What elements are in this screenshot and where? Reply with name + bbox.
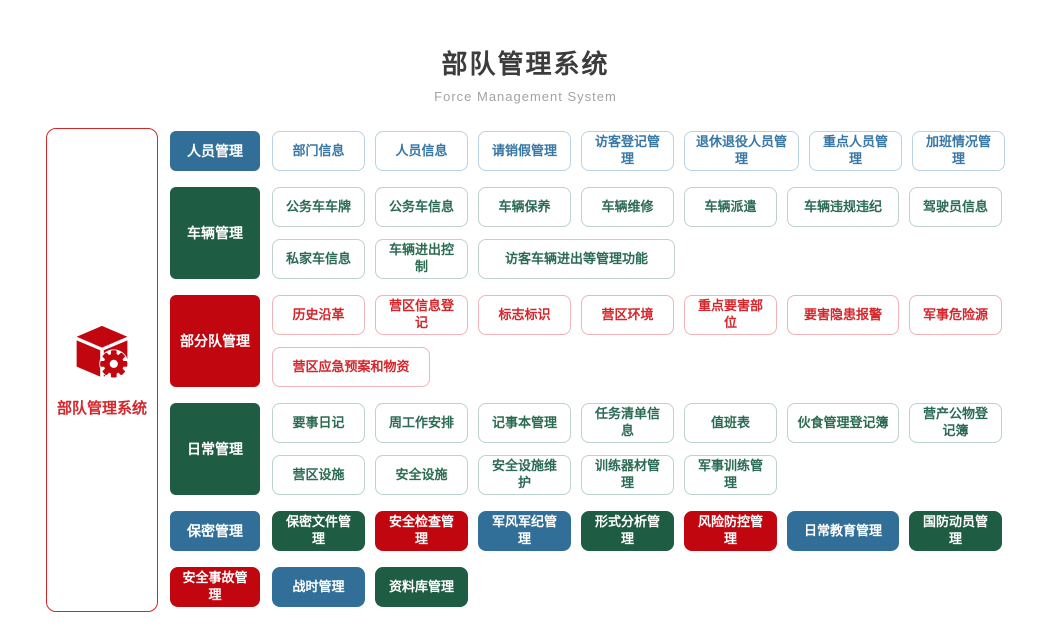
- category-personnel[interactable]: 人员管理: [170, 131, 260, 171]
- row-personnel: 人员管理 部门信息 人员信息 请销假管理 访客登记管理 退休退役人员管理 重点人…: [170, 131, 1005, 171]
- item-daily-8[interactable]: 安全设施: [375, 455, 468, 495]
- header: 部队管理系统 Force Management System: [0, 0, 1051, 104]
- item-unit-3[interactable]: 营区环境: [581, 295, 674, 335]
- item-unit-6[interactable]: 军事危险源: [909, 295, 1002, 335]
- item-vehicle-6[interactable]: 驾驶员信息: [909, 187, 1002, 227]
- item-personnel-1[interactable]: 人员信息: [375, 131, 468, 171]
- item-secrecy-4[interactable]: 风险防控管理: [684, 511, 777, 551]
- category-vehicle[interactable]: 车辆管理: [170, 187, 260, 279]
- item-secrecy-0[interactable]: 保密文件管理: [272, 511, 365, 551]
- category-unit[interactable]: 部分队管理: [170, 295, 260, 387]
- item-personnel-2[interactable]: 请销假管理: [478, 131, 571, 171]
- item-secrecy-6[interactable]: 国防动员管理: [909, 511, 1002, 551]
- category-daily[interactable]: 日常管理: [170, 403, 260, 495]
- item-unit-4[interactable]: 重点要害部位: [684, 295, 777, 335]
- item-vehicle-7[interactable]: 私家车信息: [272, 239, 365, 279]
- item-secrecy-1[interactable]: 安全检查管理: [375, 511, 468, 551]
- cube-gear-icon: [70, 323, 134, 383]
- item-misc-1[interactable]: 战时管理: [272, 567, 365, 607]
- diagram-body: 部队管理系统 人员管理 部门信息 人员信息 请销假管理 访客登记管理 退休退役人…: [46, 128, 1005, 623]
- row-misc: 安全事故管理 战时管理 资料库管理: [170, 567, 1005, 607]
- item-secrecy-2[interactable]: 军风军纪管理: [478, 511, 571, 551]
- item-daily-5[interactable]: 伙食管理登记簿: [787, 403, 899, 443]
- item-personnel-0[interactable]: 部门信息: [272, 131, 365, 171]
- item-vehicle-3[interactable]: 车辆维修: [581, 187, 674, 227]
- item-daily-6[interactable]: 营产公物登记簿: [909, 403, 1002, 443]
- item-secrecy-3[interactable]: 形式分析管理: [581, 511, 674, 551]
- item-daily-9[interactable]: 安全设施维护: [478, 455, 571, 495]
- item-daily-4[interactable]: 值班表: [684, 403, 777, 443]
- item-personnel-6[interactable]: 加班情况管理: [912, 131, 1005, 171]
- item-vehicle-0[interactable]: 公务车车牌: [272, 187, 365, 227]
- item-vehicle-5[interactable]: 车辆违规违纪: [787, 187, 899, 227]
- row-unit: 部分队管理 历史沿革 营区信息登记 标志标识 营区环境 重点要害部位 要害隐患报…: [170, 295, 1005, 387]
- page-title: 部队管理系统: [441, 49, 610, 79]
- item-unit-7[interactable]: 营区应急预案和物资: [272, 347, 430, 387]
- item-unit-2[interactable]: 标志标识: [478, 295, 571, 335]
- item-daily-7[interactable]: 营区设施: [272, 455, 365, 495]
- item-unit-0[interactable]: 历史沿革: [272, 295, 365, 335]
- item-misc-0[interactable]: 安全事故管理: [170, 567, 260, 607]
- item-daily-10[interactable]: 训练器材管理: [581, 455, 674, 495]
- item-vehicle-2[interactable]: 车辆保养: [478, 187, 571, 227]
- item-vehicle-9[interactable]: 访客车辆进出等管理功能: [478, 239, 675, 279]
- item-personnel-4[interactable]: 退休退役人员管理: [684, 131, 799, 171]
- row-secrecy: 保密管理 保密文件管理 安全检查管理 军风军纪管理 形式分析管理 风险防控管理 …: [170, 511, 1005, 551]
- item-vehicle-8[interactable]: 车辆进出控制: [375, 239, 468, 279]
- system-root-label: 部队管理系统: [56, 399, 147, 417]
- item-vehicle-4[interactable]: 车辆派遣: [684, 187, 777, 227]
- item-unit-1[interactable]: 营区信息登记: [375, 295, 468, 335]
- item-daily-3[interactable]: 任务清单信息: [581, 403, 674, 443]
- page-subtitle: Force Management System: [434, 89, 617, 104]
- item-daily-1[interactable]: 周工作安排: [375, 403, 468, 443]
- item-secrecy-5[interactable]: 日常教育管理: [787, 511, 899, 551]
- item-misc-2[interactable]: 资料库管理: [375, 567, 468, 607]
- item-unit-5[interactable]: 要害隐患报警: [787, 295, 899, 335]
- row-vehicle: 车辆管理 公务车车牌 公务车信息 车辆保养 车辆维修 车辆派遣 车辆违规违纪 驾…: [170, 187, 1005, 279]
- item-personnel-3[interactable]: 访客登记管理: [581, 131, 674, 171]
- module-rows: 人员管理 部门信息 人员信息 请销假管理 访客登记管理 退休退役人员管理 重点人…: [170, 131, 1005, 623]
- system-root-node[interactable]: 部队管理系统: [46, 128, 158, 612]
- item-personnel-5[interactable]: 重点人员管理: [809, 131, 902, 171]
- row-daily: 日常管理 要事日记 周工作安排 记事本管理 任务清单信息 值班表 伙食管理登记簿…: [170, 403, 1005, 495]
- item-vehicle-1[interactable]: 公务车信息: [375, 187, 468, 227]
- item-daily-0[interactable]: 要事日记: [272, 403, 365, 443]
- item-daily-2[interactable]: 记事本管理: [478, 403, 571, 443]
- item-daily-11[interactable]: 军事训练管理: [684, 455, 777, 495]
- category-secrecy[interactable]: 保密管理: [170, 511, 260, 551]
